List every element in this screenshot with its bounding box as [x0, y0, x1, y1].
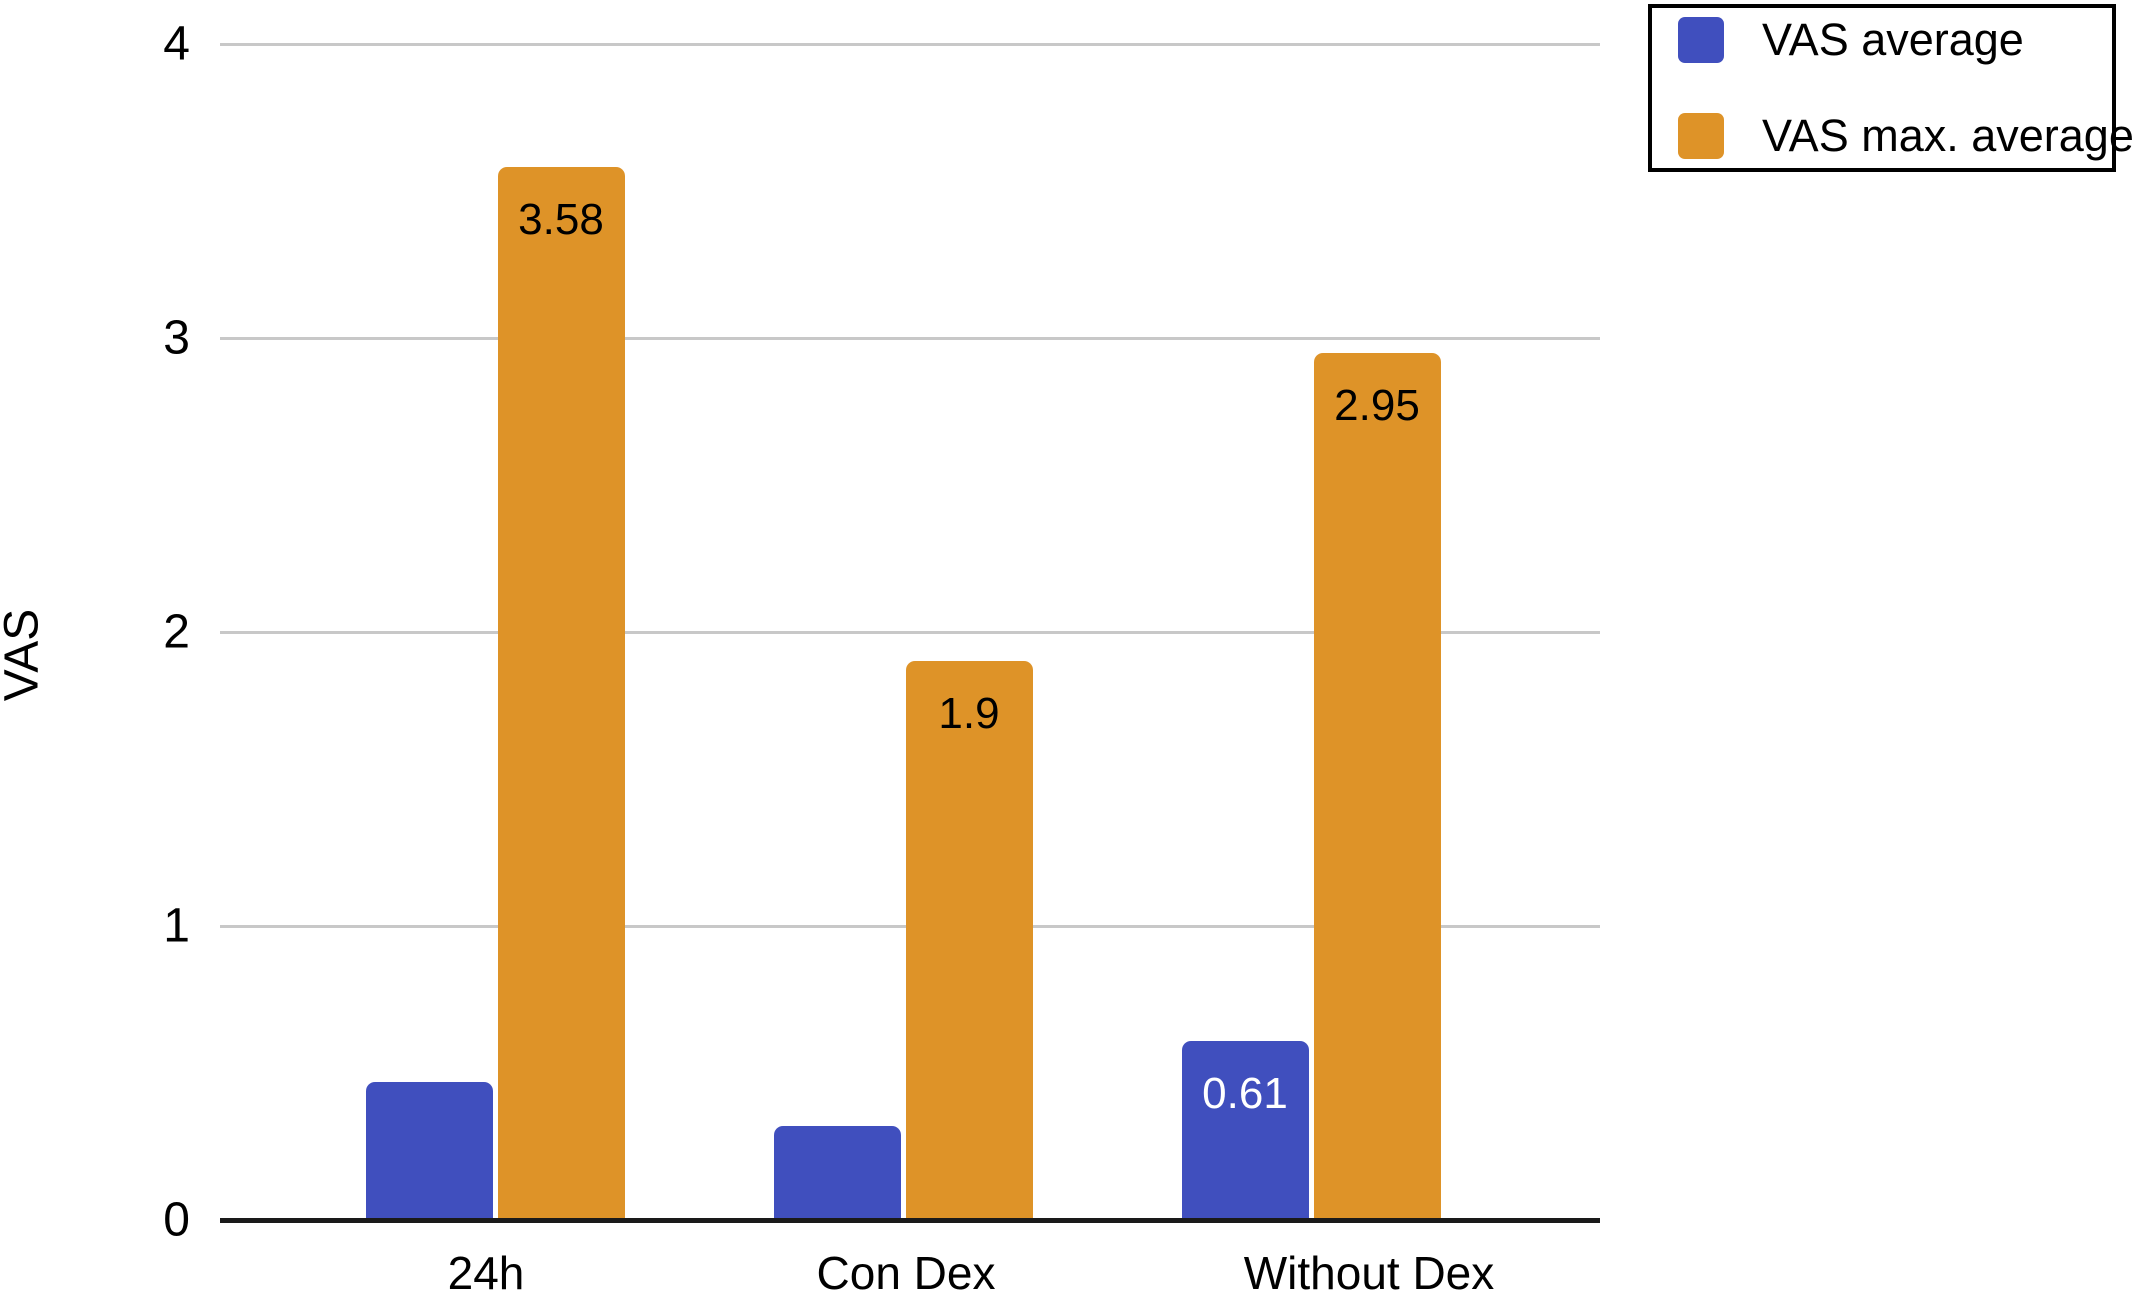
y-axis-title: VAS: [0, 608, 49, 702]
gridline-y-2: [220, 631, 1600, 634]
x-axis-label-without-dex: Without Dex: [1243, 1247, 1495, 1296]
vas-max-average-bar-24h: [497, 167, 625, 1220]
legend-row-vas-max-average: VAS max. average: [1678, 110, 2134, 162]
x-axis-label-con-dex: Con Dex: [816, 1247, 996, 1296]
legend-swatch-vas-average: [1678, 17, 1724, 63]
legend-label-vas-average: VAS average: [1762, 14, 2024, 65]
y-tick-label-2: 2: [163, 605, 190, 659]
bar-value-label-vas-average-without-dex: 0.61: [1202, 1069, 1288, 1118]
x-axis-line: [220, 1218, 1600, 1223]
y-tick-label-4: 4: [163, 17, 190, 71]
vas-average-bar-24h: [365, 1082, 493, 1220]
x-axis-label-24h: 24h: [447, 1247, 525, 1296]
y-tick-label-3: 3: [163, 311, 190, 365]
gridline-y-3: [220, 337, 1600, 340]
gridline-y-4: [220, 43, 1600, 46]
legend-row-vas-average: VAS average: [1678, 14, 2112, 66]
vas-average-bar-without-dex: [1181, 1041, 1309, 1220]
vas-average-bar-con-dex: [773, 1126, 901, 1220]
vas-max-average-bar-con-dex: [905, 661, 1033, 1220]
legend: VAS average VAS max. average: [1648, 4, 2134, 172]
bar-value-label-vas-max-average-24h: 3.58: [518, 195, 604, 244]
y-tick-label-1: 1: [163, 899, 190, 953]
y-tick-label-0: 0: [163, 1193, 190, 1247]
bar-value-label-vas-max-average-without-dex: 2.95: [1334, 381, 1420, 430]
legend-label-vas-max-average: VAS max. average: [1762, 110, 2134, 161]
vas-max-average-bar-without-dex: [1313, 353, 1441, 1220]
legend-swatch-vas-max-average: [1678, 113, 1724, 159]
bar-value-label-vas-max-average-con-dex: 1.9: [938, 689, 1000, 738]
